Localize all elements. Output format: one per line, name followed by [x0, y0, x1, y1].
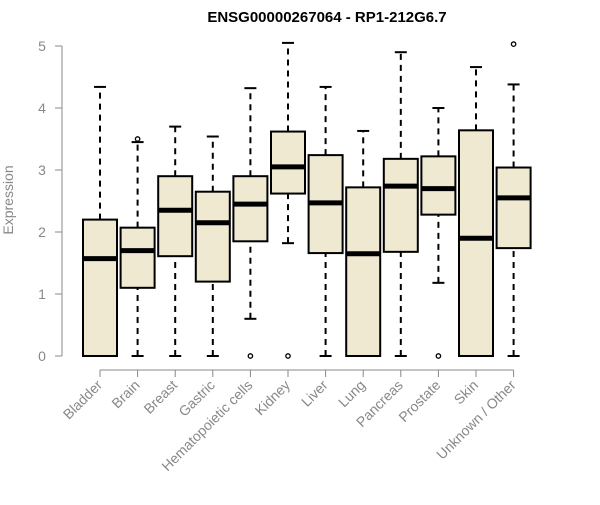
x-tick-label: Lung — [335, 377, 368, 410]
chart-title: ENSG00000267064 - RP1-212G6.7 — [207, 9, 446, 26]
x-tick-label: Breast — [140, 377, 180, 417]
iqr-box — [420, 155, 457, 216]
iqr-box — [232, 175, 269, 243]
y-tick-label: 0 — [38, 348, 46, 364]
iqr-box — [194, 190, 231, 283]
x-tick-label: Bladder — [60, 377, 106, 423]
outlier-point — [285, 353, 291, 359]
outlier-point — [435, 353, 442, 359]
x-tick-label: Brain — [108, 377, 142, 411]
iqr-box — [82, 218, 118, 357]
iqr-box — [270, 130, 306, 195]
iqr-box — [345, 186, 382, 357]
iqr-box — [157, 175, 194, 258]
iqr-box — [382, 157, 419, 253]
iqr-box — [119, 226, 156, 289]
outlier-point — [247, 353, 254, 359]
y-tick-label: 2 — [38, 224, 46, 240]
iqr-box — [495, 166, 532, 250]
y-tick-label: 1 — [38, 286, 46, 302]
x-tick-label: Skin — [451, 377, 482, 408]
outlier-point — [134, 136, 141, 142]
y-axis-label: Expression — [0, 165, 16, 234]
x-tick-label: Kidney — [252, 377, 294, 419]
outlier-point — [510, 41, 517, 47]
x-tick-label: Liver — [298, 377, 331, 410]
y-tick-label: 5 — [38, 38, 46, 54]
iqr-box — [458, 129, 494, 357]
x-tick-label: Prostate — [395, 377, 443, 425]
y-tick-label: 4 — [38, 100, 46, 116]
y-tick-label: 3 — [38, 162, 46, 178]
